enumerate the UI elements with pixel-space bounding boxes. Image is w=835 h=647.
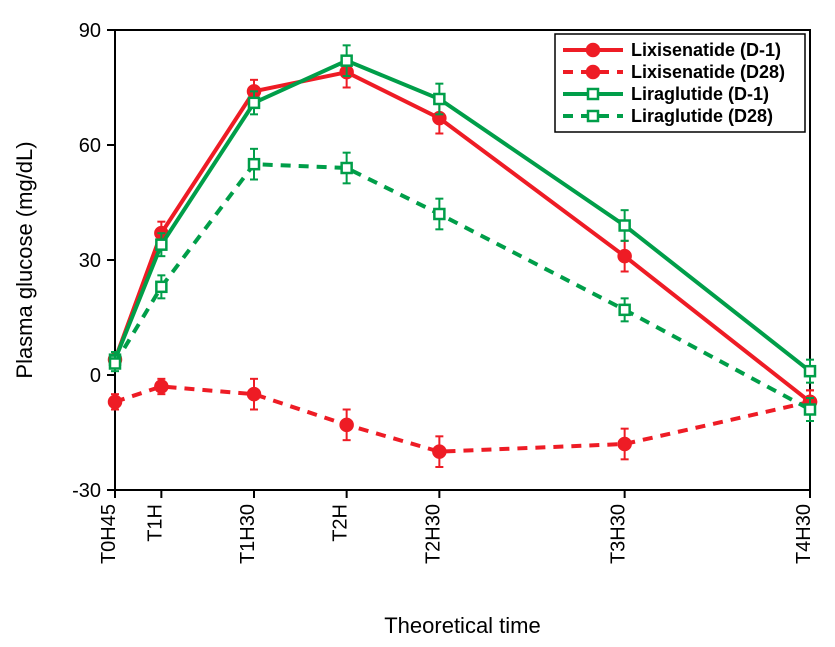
xtick-label: T1H xyxy=(144,504,166,542)
marker-circle xyxy=(248,388,260,400)
legend-label: Liraglutide (D-1) xyxy=(631,84,769,104)
marker-circle xyxy=(619,438,631,450)
marker-square xyxy=(588,111,598,121)
xtick-label: T3H30 xyxy=(608,504,630,564)
ytick-label: 60 xyxy=(79,135,101,157)
ytick-label: 90 xyxy=(79,20,101,42)
xtick-label: T1H30 xyxy=(237,504,259,564)
marker-square xyxy=(434,94,444,104)
marker-circle xyxy=(619,250,631,262)
legend-label: Lixisenatide (D-1) xyxy=(631,40,781,60)
marker-circle xyxy=(433,446,445,458)
xtick-label: T0H45 xyxy=(98,504,120,564)
marker-circle xyxy=(341,419,353,431)
y-axis-label: Plasma glucose (mg/dL) xyxy=(12,141,37,378)
ytick-label: 30 xyxy=(79,250,101,272)
xtick-label: T4H30 xyxy=(793,504,815,564)
marker-circle xyxy=(155,381,167,393)
marker-circle xyxy=(109,396,121,408)
legend-label: Lixisenatide (D28) xyxy=(631,62,785,82)
marker-square xyxy=(110,359,120,369)
xtick-label: T2H xyxy=(330,504,352,542)
marker-square xyxy=(342,163,352,173)
x-axis-label: Theoretical time xyxy=(384,613,541,638)
legend: Lixisenatide (D-1)Lixisenatide (D28)Lira… xyxy=(555,34,805,132)
chart-container: -30 0 30 60 90 T0H45 T1H T1H30 T2H T2H30 T3H30 T4H3… xyxy=(0,0,835,647)
ytick-label: 0 xyxy=(90,365,101,387)
marker-square xyxy=(249,159,259,169)
marker-square xyxy=(156,240,166,250)
xtick-label: T2H30 xyxy=(422,504,444,564)
marker-square xyxy=(156,282,166,292)
marker-square xyxy=(620,305,630,315)
marker-square xyxy=(434,209,444,219)
marker-circle xyxy=(587,44,599,56)
legend-label: Liraglutide (D28) xyxy=(631,106,773,126)
ytick-label: -30 xyxy=(72,480,101,502)
marker-circle xyxy=(587,66,599,78)
marker-square xyxy=(249,98,259,108)
marker-square xyxy=(805,366,815,376)
marker-square xyxy=(620,221,630,231)
marker-square xyxy=(805,405,815,415)
marker-square xyxy=(588,89,598,99)
marker-square xyxy=(342,56,352,66)
plasma-glucose-chart: -30 0 30 60 90 T0H45 T1H T1H30 T2H T2H30 T3H30 T4H3… xyxy=(0,0,835,647)
